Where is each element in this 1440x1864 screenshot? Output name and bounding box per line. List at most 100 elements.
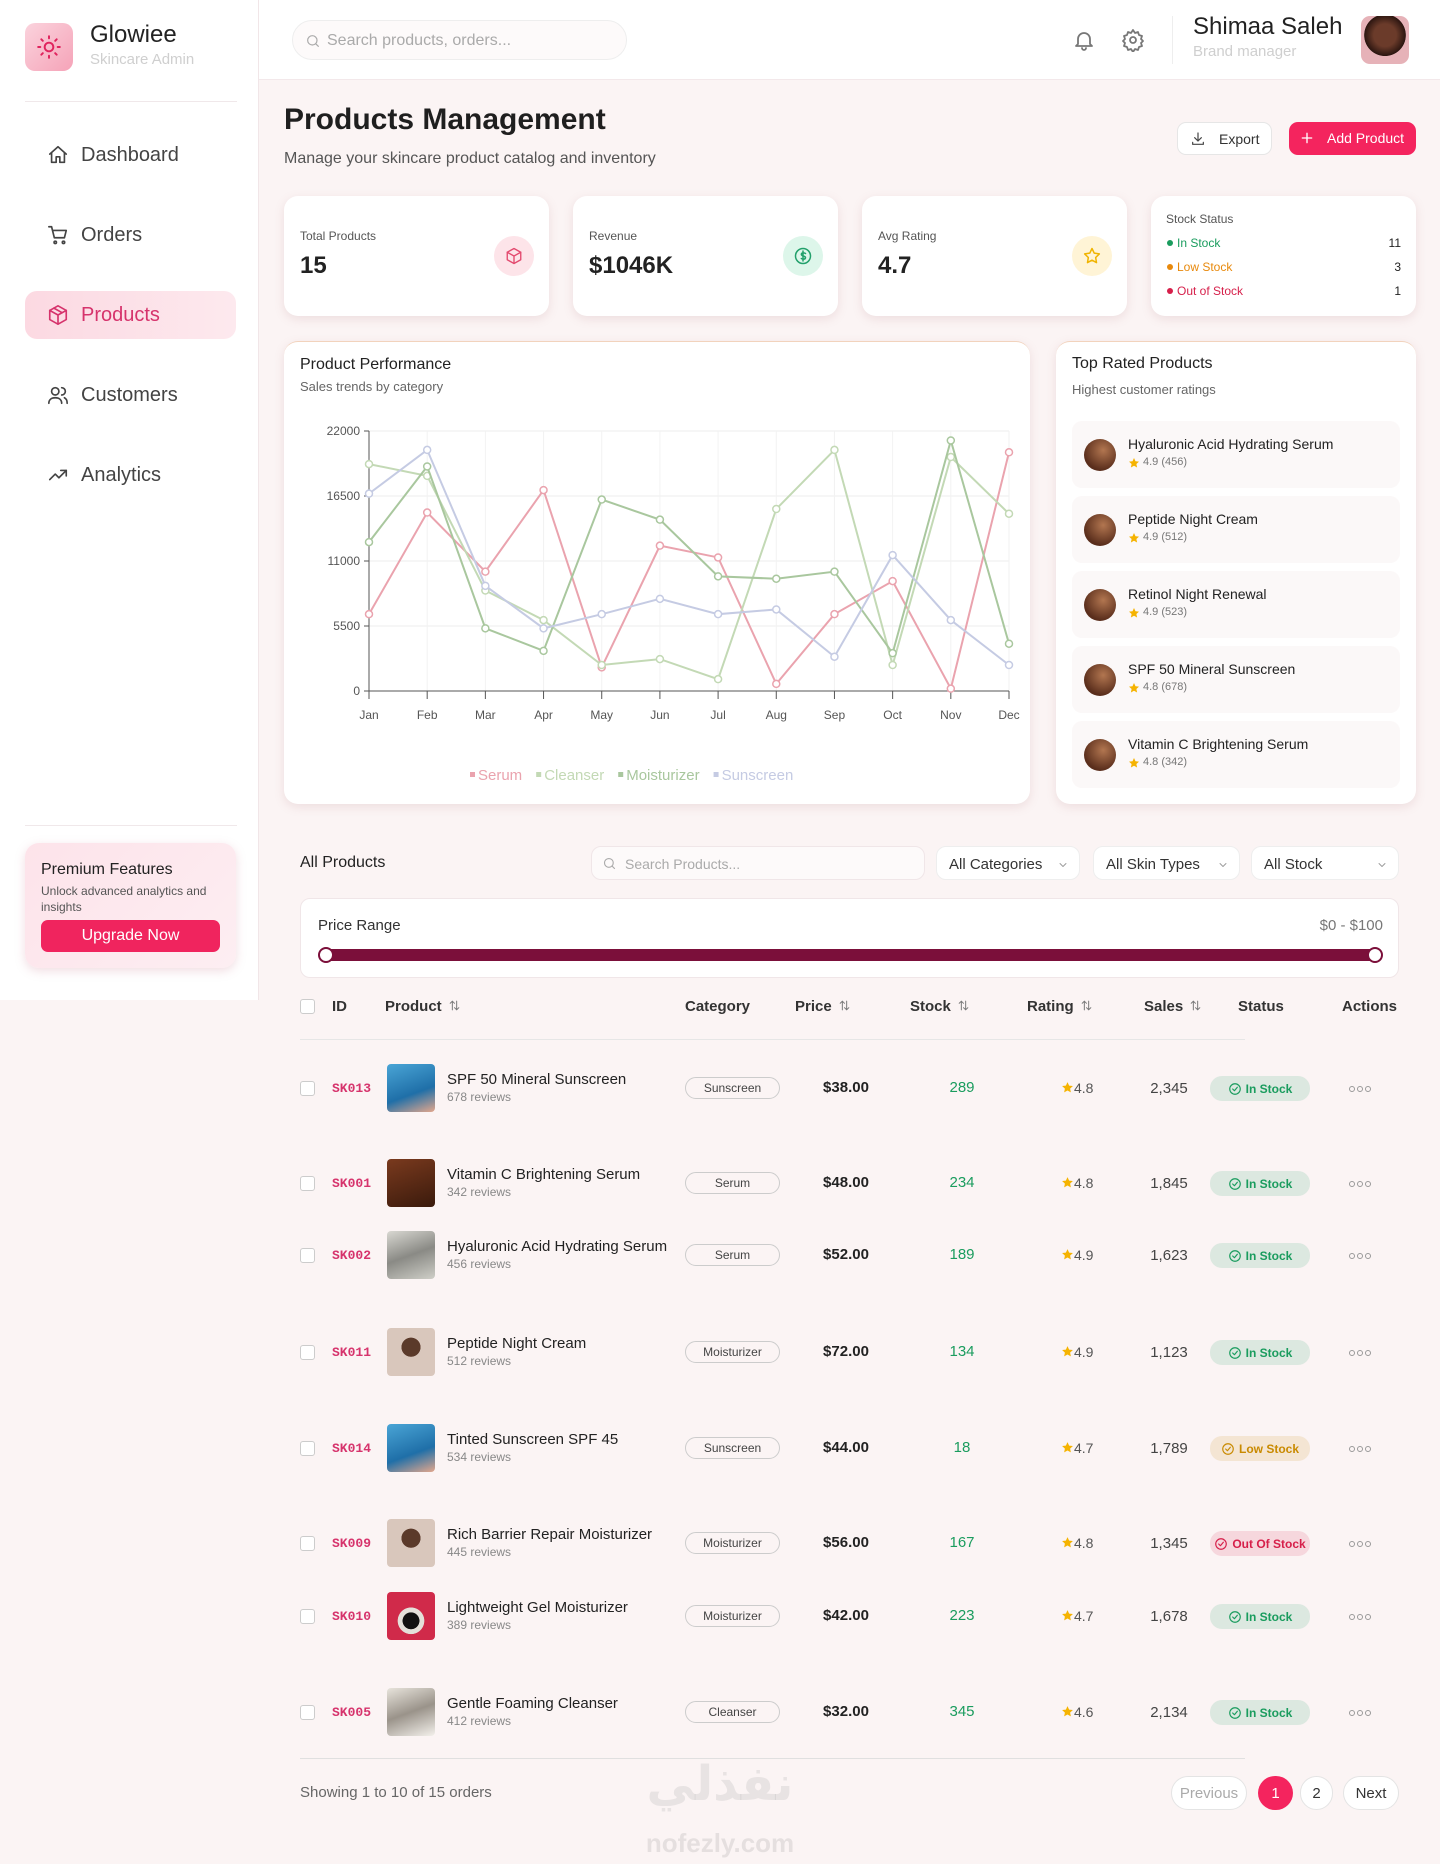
row-actions[interactable] bbox=[1348, 1082, 1372, 1094]
checkbox[interactable] bbox=[300, 1609, 315, 1624]
checkbox[interactable] bbox=[300, 1248, 315, 1263]
nav-item[interactable]: Customers bbox=[25, 371, 236, 419]
top-rated-item[interactable]: Vitamin C Brightening Serum 4.8 (342) bbox=[1072, 721, 1400, 788]
product-name: Vitamin C Brightening Serum bbox=[447, 1166, 641, 1183]
checkbox[interactable] bbox=[300, 1536, 315, 1551]
search-icon bbox=[305, 33, 321, 49]
icon-shape bbox=[794, 247, 812, 265]
search-box[interactable]: Search products, orders... bbox=[292, 20, 627, 60]
chart-subtitle: Sales trends by category bbox=[300, 379, 444, 394]
star-icon bbox=[1061, 1081, 1074, 1094]
column-header[interactable]: Price bbox=[795, 998, 832, 1015]
product-price: $32.00 bbox=[823, 1703, 869, 1720]
x-tick-label: Oct bbox=[883, 708, 902, 722]
product-name: Rich Barrier Repair Moisturizer bbox=[447, 1526, 653, 1543]
data-point bbox=[946, 684, 956, 693]
checkbox[interactable] bbox=[300, 1705, 315, 1720]
filter-label: All Skin Types bbox=[1106, 856, 1200, 873]
product-id: SK002 bbox=[332, 1248, 372, 1263]
row-actions[interactable] bbox=[1348, 1346, 1372, 1358]
status-pill: In Stock bbox=[1210, 1340, 1310, 1365]
add-product-button[interactable]: Add Product bbox=[1289, 122, 1416, 155]
product-sales: 2,345 bbox=[1150, 1080, 1188, 1097]
checkbox[interactable] bbox=[300, 1345, 315, 1360]
star-icon bbox=[1061, 1705, 1074, 1718]
nav-item[interactable]: Products bbox=[25, 291, 236, 339]
product-stock: 289 bbox=[949, 1079, 975, 1096]
filter-select[interactable]: All Categories bbox=[936, 846, 1080, 880]
settings-icon[interactable] bbox=[1121, 28, 1145, 53]
product-price: $72.00 bbox=[823, 1343, 869, 1360]
product-reviews: 678 reviews bbox=[447, 1090, 512, 1104]
data-point bbox=[539, 485, 548, 495]
icon-shape bbox=[1365, 1350, 1371, 1356]
product-stock: 167 bbox=[949, 1534, 975, 1551]
icon-shape bbox=[1231, 1614, 1238, 1619]
checkbox[interactable] bbox=[300, 1081, 315, 1096]
icon bbox=[794, 247, 812, 265]
icon bbox=[307, 35, 319, 47]
pagination-button[interactable]: Previous bbox=[1171, 1776, 1247, 1810]
column-header[interactable]: Stock bbox=[910, 998, 951, 1015]
icon-shape bbox=[1062, 1249, 1073, 1260]
nav-item[interactable]: Orders bbox=[25, 211, 236, 259]
checkbox[interactable] bbox=[300, 1176, 315, 1191]
pagination-button[interactable]: 1 bbox=[1258, 1776, 1293, 1810]
row-actions[interactable] bbox=[1348, 1706, 1372, 1718]
icon-shape bbox=[1062, 1177, 1073, 1188]
data-point bbox=[364, 537, 374, 547]
icon-shape bbox=[1228, 1706, 1241, 1719]
row-actions[interactable] bbox=[1348, 1442, 1372, 1454]
filter-select[interactable]: All Skin Types bbox=[1093, 846, 1240, 880]
filter-select[interactable]: All Stock bbox=[1251, 846, 1399, 880]
checkbox[interactable] bbox=[300, 1441, 315, 1456]
row-actions[interactable] bbox=[1348, 1177, 1372, 1189]
product-stock: 345 bbox=[949, 1703, 975, 1720]
product-search[interactable]: Search Products... bbox=[591, 846, 925, 880]
pagination-button[interactable]: Next bbox=[1343, 1776, 1399, 1810]
export-label: Export bbox=[1219, 131, 1260, 147]
stat-icon bbox=[494, 236, 534, 276]
slider-handle[interactable] bbox=[1367, 947, 1383, 963]
product-price: $52.00 bbox=[823, 1246, 869, 1263]
series-line bbox=[368, 448, 1010, 666]
status-pill: In Stock bbox=[1210, 1700, 1310, 1725]
data-point bbox=[422, 508, 432, 517]
nav-item[interactable]: Analytics bbox=[25, 451, 236, 499]
icon-shape bbox=[1357, 1253, 1363, 1259]
product-image bbox=[387, 1159, 435, 1207]
brand-icon bbox=[25, 23, 73, 71]
column-header[interactable]: Sales bbox=[1144, 998, 1184, 1015]
data-point bbox=[946, 615, 956, 625]
data-point bbox=[888, 576, 897, 586]
slider-handle[interactable] bbox=[318, 947, 334, 963]
row-actions[interactable] bbox=[1348, 1610, 1372, 1622]
upgrade-button[interactable]: Upgrade Now bbox=[41, 920, 220, 952]
pagination-button[interactable]: 2 bbox=[1300, 1776, 1333, 1810]
nav-item[interactable]: Dashboard bbox=[25, 131, 236, 179]
icon-shape bbox=[1365, 1446, 1371, 1452]
icon bbox=[1349, 1350, 1371, 1356]
product-rating: 4.8 (678) bbox=[1143, 681, 1188, 693]
nav-icon bbox=[47, 384, 69, 406]
top-rated-item[interactable]: Peptide Night Cream 4.9 (512) bbox=[1072, 496, 1400, 563]
top-rated-item[interactable]: Hyaluronic Acid Hydrating Serum 4.9 (456) bbox=[1072, 421, 1400, 488]
icon-shape bbox=[1228, 1610, 1241, 1623]
icon-shape bbox=[1062, 1442, 1073, 1453]
product-sales: 1,678 bbox=[1150, 1608, 1188, 1625]
product-sales: 1,845 bbox=[1150, 1175, 1188, 1192]
top-rated-item[interactable]: Retinol Night Renewal 4.9 (523) bbox=[1072, 571, 1400, 638]
product-name: Peptide Night Cream bbox=[1128, 511, 1258, 527]
column-header[interactable]: Product bbox=[385, 998, 442, 1015]
star-icon bbox=[1128, 606, 1140, 618]
product-sales: 1,123 bbox=[1150, 1344, 1188, 1361]
bell-icon[interactable] bbox=[1072, 28, 1096, 52]
column-header[interactable]: Rating bbox=[1027, 998, 1074, 1015]
row-actions[interactable] bbox=[1348, 1249, 1372, 1261]
row-actions[interactable] bbox=[1348, 1537, 1372, 1549]
export-button[interactable]: Export bbox=[1177, 122, 1272, 155]
top-rated-item[interactable]: SPF 50 Mineral Sunscreen 4.8 (678) bbox=[1072, 646, 1400, 713]
checkbox[interactable] bbox=[300, 999, 315, 1014]
